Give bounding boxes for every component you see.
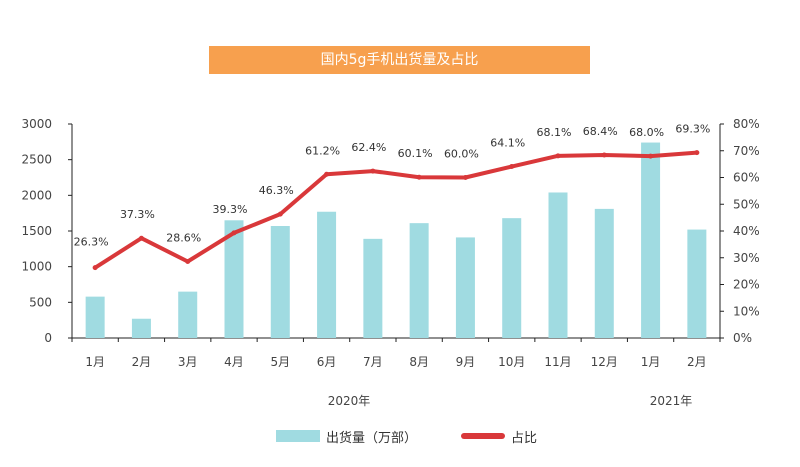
line-point <box>601 152 607 158</box>
line-data-label: 61.2% <box>305 144 340 157</box>
y-right-tick-label: 0% <box>733 331 752 345</box>
bar <box>687 229 707 338</box>
line-point <box>509 164 515 170</box>
line-data-label: 68.4% <box>583 125 618 138</box>
x-tick-label: 4月 <box>224 355 244 369</box>
share-line <box>93 150 699 270</box>
x-tick-label: 8月 <box>409 355 429 369</box>
y-left-tick-label: 500 <box>29 295 52 309</box>
legend: 出货量（万部） 占比 <box>276 427 538 446</box>
line-data-label: 68.1% <box>537 126 572 139</box>
x-tick-label: 11月 <box>544 355 571 369</box>
line-data-label: 60.0% <box>444 148 479 161</box>
x-tick-label: 1月 <box>641 355 661 369</box>
x-tick-label: 2月 <box>132 355 152 369</box>
x-tick-label: 5月 <box>270 355 290 369</box>
x-tick-label: 6月 <box>317 355 337 369</box>
y-left-tick-label: 1000 <box>21 260 52 274</box>
year-label-2021: 2021年 <box>650 394 693 408</box>
line-data-label: 26.3% <box>74 236 109 249</box>
line-data-label: 28.6% <box>166 231 201 244</box>
line-data-label: 64.1% <box>490 137 525 150</box>
x-tick-label: 2月 <box>687 355 707 369</box>
chart-title: 国内5g手机出货量及占比 <box>209 46 590 74</box>
x-tick-label: 10月 <box>498 355 525 369</box>
line-point <box>370 168 376 174</box>
line-data-label: 39.3% <box>213 203 248 216</box>
line-data-label: 68.0% <box>629 126 664 139</box>
line-point <box>462 175 468 180</box>
legend-line-swatch <box>461 433 506 439</box>
y-left-tick-label: 0 <box>44 331 52 345</box>
bar <box>455 237 475 338</box>
line-point <box>416 174 422 180</box>
y-left-tick-label: 1500 <box>21 224 52 238</box>
y-right-tick-label: 40% <box>733 224 760 238</box>
bar <box>270 226 290 338</box>
bar <box>641 142 661 338</box>
line-point <box>648 153 654 159</box>
x-tick-label: 9月 <box>456 355 476 369</box>
line-data-label: 69.3% <box>675 123 710 136</box>
year-label-2020: 2020年 <box>328 394 371 408</box>
axes: 0 500 1000 1500 2000 2500 3000 0% 10% 20% 30% 40% 50… <box>21 117 759 408</box>
line-data-label: 62.4% <box>351 141 386 154</box>
y-left-tick-label: 2500 <box>21 153 52 167</box>
bar <box>178 291 198 338</box>
bar <box>548 192 568 338</box>
bar <box>502 218 522 338</box>
line-point <box>92 265 98 271</box>
legend-line-label: 占比 <box>511 430 538 446</box>
y-right-tick-label: 50% <box>733 197 760 211</box>
bar <box>131 318 151 338</box>
legend-bar-swatch <box>276 430 320 442</box>
y-right-tick-label: 70% <box>733 144 760 158</box>
x-tick-label: 1月 <box>85 355 105 369</box>
bar <box>317 211 337 338</box>
bar <box>85 296 105 338</box>
data-labels: 26.3% 37.3% 28.6% 39.3% 46.3% 61.2% 62.4% 60.1%… <box>74 123 711 249</box>
x-tick-label: 12月 <box>591 355 618 369</box>
line-point <box>185 258 191 264</box>
line-point <box>694 150 700 156</box>
line-point <box>277 211 283 217</box>
y-right-tick-label: 60% <box>733 171 760 185</box>
y-left-tick-label: 2000 <box>21 188 52 202</box>
line-point <box>555 153 561 159</box>
line-series <box>92 150 700 271</box>
y-left-tick-label: 3000 <box>21 117 52 131</box>
y-right-tick-label: 30% <box>733 251 760 265</box>
x-tick-label: 7月 <box>363 355 383 369</box>
y-right-tick-label: 80% <box>733 117 760 131</box>
line-data-label: 46.3% <box>259 184 294 197</box>
bar <box>224 220 244 338</box>
bar <box>363 238 383 338</box>
y-right-tick-label: 20% <box>733 278 760 292</box>
line-data-label: 60.1% <box>398 147 433 160</box>
x-tick-label: 3月 <box>178 355 198 369</box>
legend-bar-label: 出货量（万部） <box>326 430 418 446</box>
y-right-tick-label: 10% <box>733 304 760 318</box>
bar-series <box>85 142 707 338</box>
bar <box>594 208 614 338</box>
line-point <box>231 230 237 236</box>
line-point <box>324 171 330 177</box>
bar <box>409 223 429 338</box>
line-data-label: 37.3% <box>120 208 155 221</box>
line-point <box>138 235 144 241</box>
